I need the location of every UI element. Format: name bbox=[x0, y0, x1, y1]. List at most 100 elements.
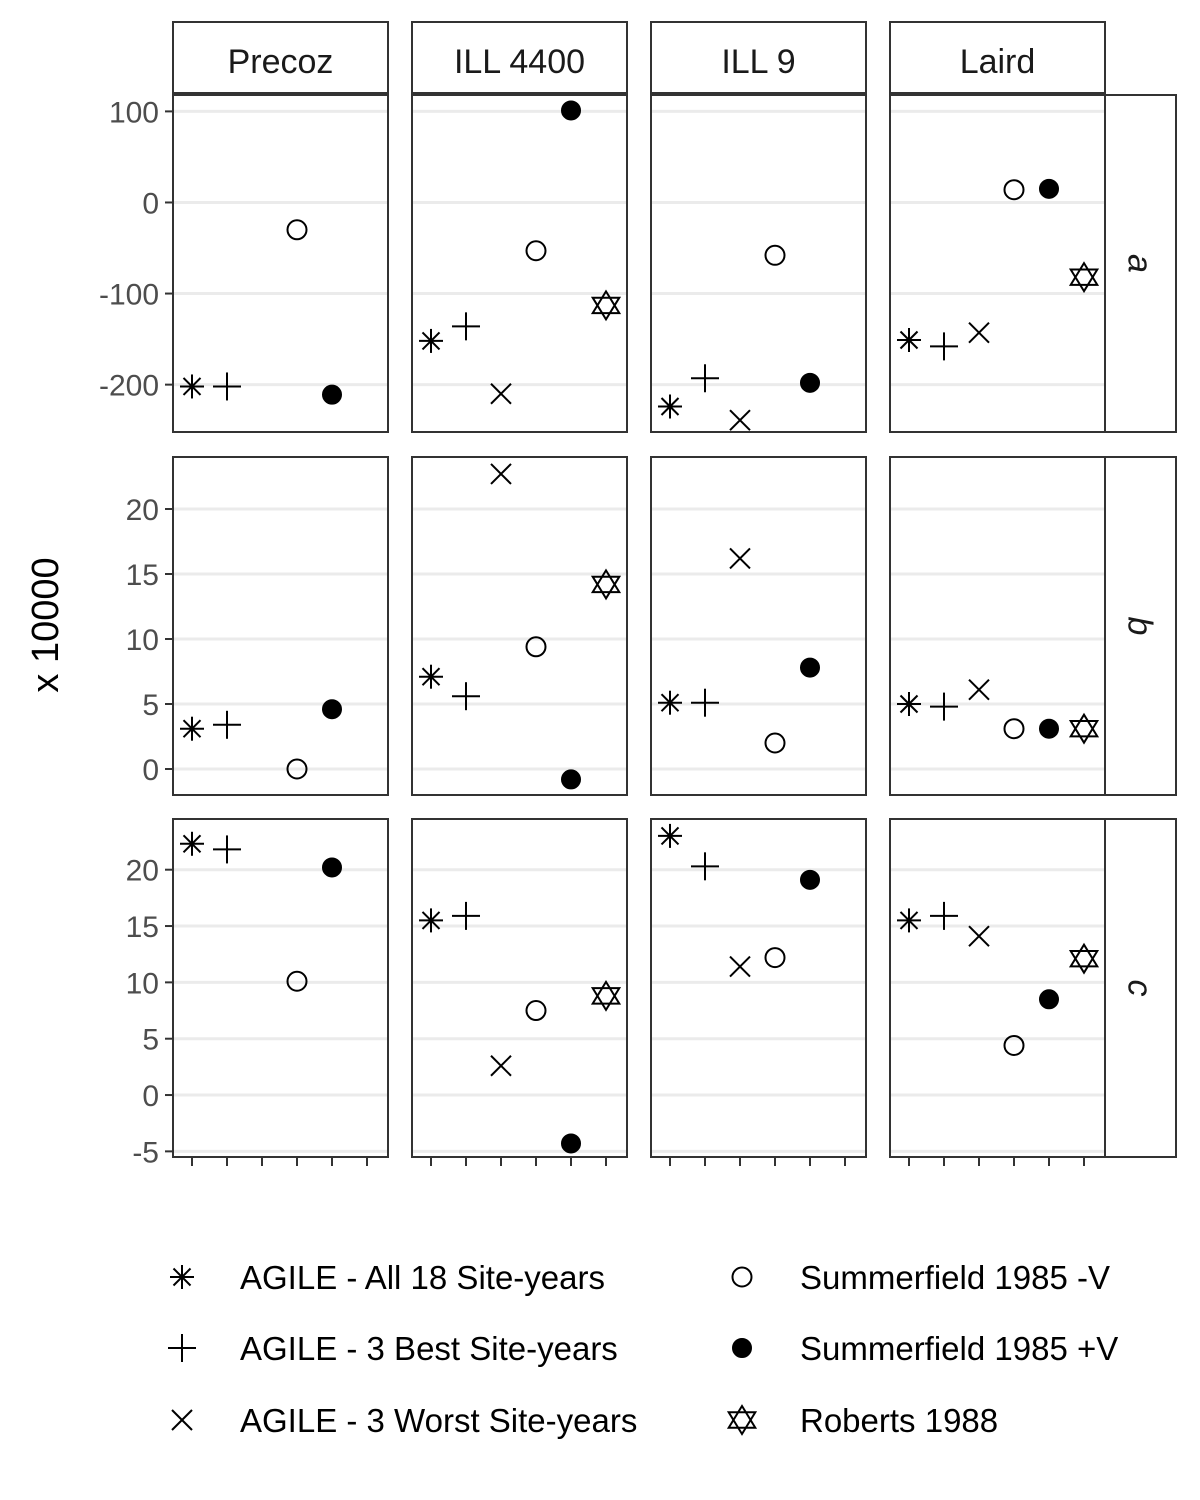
point-b-precoz-agile-3-best-site-years bbox=[213, 710, 241, 739]
panel-a-laird bbox=[889, 94, 1106, 433]
point-b-ill-9-summerfield-1985-v bbox=[800, 657, 820, 678]
strip-label-c: c bbox=[1121, 980, 1159, 997]
y-tick-label-b-0: 0 bbox=[142, 754, 159, 787]
strip-laird-box bbox=[889, 21, 1106, 94]
legend-item-summerfield-1985-v: Summerfield 1985 +V bbox=[732, 1330, 1118, 1367]
panel-a-ill-4400 bbox=[411, 94, 628, 433]
y-tick-label-b-20: 20 bbox=[126, 494, 159, 527]
point-c-laird-agile-3-best-site-years bbox=[930, 901, 958, 930]
point-a-ill-4400-agile-3-worst-site-years bbox=[490, 383, 512, 405]
panel-c-precoz bbox=[172, 818, 389, 1158]
point-a-ill-9-summerfield-1985-v bbox=[800, 372, 820, 393]
point-a-laird-summerfield-1985-v bbox=[1039, 178, 1059, 199]
y-tick-label-a-100: -100 bbox=[99, 279, 159, 312]
y-tick-label-a-200: -200 bbox=[99, 370, 159, 403]
legend-label-agile-3-worst-site-years: AGILE - 3 Worst Site-years bbox=[240, 1402, 637, 1439]
point-a-ill-4400-summerfield-1985-v bbox=[525, 240, 547, 262]
point-b-laird-agile-3-best-site-years bbox=[930, 692, 958, 721]
point-b-ill-9-summerfield-1985-v bbox=[764, 732, 786, 754]
point-b-laird-summerfield-1985-v bbox=[1003, 718, 1025, 740]
panel-border bbox=[650, 818, 867, 1158]
strip-label-precoz: Precoz bbox=[228, 43, 334, 81]
point-c-ill-9-summerfield-1985-v bbox=[764, 947, 786, 969]
point-b-laird-agile-3-worst-site-years bbox=[968, 678, 990, 701]
legend-key-agile-all-18-site-years bbox=[170, 1265, 194, 1289]
legend-item-summerfield-1985-v: Summerfield 1985 -V bbox=[731, 1259, 1110, 1296]
y-axis-title: x 10000 bbox=[25, 557, 67, 692]
panel-c-ill-9 bbox=[650, 818, 867, 1158]
strip-label-ill-4400: ILL 4400 bbox=[454, 43, 585, 81]
point-a-laird-agile-3-best-site-years bbox=[930, 332, 958, 361]
panel-c-laird bbox=[889, 818, 1106, 1158]
panel-border bbox=[172, 818, 389, 1158]
point-c-ill-4400-agile-3-best-site-years bbox=[452, 901, 480, 930]
point-c-precoz-agile-all-18-site-years bbox=[180, 831, 204, 856]
panel-b-ill-4400 bbox=[411, 456, 628, 796]
point-b-ill-4400-summerfield-1985-v bbox=[561, 769, 581, 790]
panel-border bbox=[650, 94, 867, 433]
point-b-ill-4400-agile-3-worst-site-years bbox=[490, 463, 512, 485]
panel-b-precoz bbox=[172, 456, 389, 796]
point-b-ill-4400-agile-3-best-site-years bbox=[452, 682, 480, 711]
legend-label-agile-all-18-site-years: AGILE - All 18 Site-years bbox=[240, 1259, 605, 1296]
point-a-precoz-summerfield-1985-v bbox=[286, 219, 308, 241]
point-b-precoz-summerfield-1985-v bbox=[322, 699, 342, 720]
strip-c-box bbox=[1104, 818, 1177, 1158]
panel-border bbox=[650, 456, 867, 796]
point-c-ill-9-agile-3-best-site-years bbox=[691, 852, 719, 881]
legend-label-summerfield-1985-v: Summerfield 1985 -V bbox=[800, 1259, 1110, 1296]
legend-label-agile-3-best-site-years: AGILE - 3 Best Site-years bbox=[240, 1330, 618, 1367]
point-a-ill-4400-roberts-1988 bbox=[590, 289, 622, 322]
panel-b-ill-9 bbox=[650, 456, 867, 796]
point-a-laird-roberts-1988 bbox=[1068, 261, 1100, 294]
legend-key-agile-3-best-site-years bbox=[168, 1334, 196, 1362]
legend-item-roberts-1988: Roberts 1988 bbox=[726, 1402, 998, 1439]
y-tick-label-c-15: 15 bbox=[126, 911, 159, 944]
point-a-precoz-agile-3-best-site-years bbox=[213, 372, 241, 401]
panel-b-laird bbox=[889, 456, 1106, 796]
point-a-precoz-agile-all-18-site-years bbox=[180, 374, 204, 399]
legend-key-agile-3-worst-site-years bbox=[171, 1409, 193, 1431]
y-tick-label-b-5: 5 bbox=[142, 689, 159, 722]
strip-precoz-box bbox=[172, 21, 389, 94]
y-tick-label-c-10: 10 bbox=[126, 967, 159, 1000]
y-tick-label-c-5: 5 bbox=[142, 1024, 159, 1057]
panel-a-precoz bbox=[172, 94, 389, 433]
legend-label-summerfield-1985-v: Summerfield 1985 +V bbox=[800, 1330, 1118, 1367]
point-b-ill-4400-agile-all-18-site-years bbox=[419, 664, 443, 689]
strip-b-box bbox=[1104, 456, 1177, 796]
point-c-laird-agile-3-worst-site-years bbox=[968, 925, 990, 947]
point-b-ill-4400-roberts-1988 bbox=[590, 568, 622, 601]
panel-border bbox=[411, 456, 628, 796]
point-c-precoz-summerfield-1985-v bbox=[286, 970, 308, 992]
point-b-ill-9-agile-3-worst-site-years bbox=[729, 547, 751, 570]
point-c-precoz-summerfield-1985-v bbox=[322, 857, 342, 878]
point-b-laird-summerfield-1985-v bbox=[1039, 718, 1059, 739]
point-a-ill-4400-summerfield-1985-v bbox=[561, 100, 581, 121]
y-tick-label-c-20: 20 bbox=[126, 855, 159, 888]
legend-item-agile-all-18-site-years: AGILE - All 18 Site-years bbox=[170, 1259, 605, 1296]
point-a-ill-9-summerfield-1985-v bbox=[764, 244, 786, 266]
y-tick-label-b-15: 15 bbox=[126, 559, 159, 592]
panels-layer: Precoz ILL 4400 ILL 9 Laird1000-100-200a201… bbox=[99, 21, 1177, 1169]
point-a-ill-4400-agile-all-18-site-years bbox=[419, 328, 443, 353]
legend-key-summerfield-1985-v bbox=[731, 1266, 753, 1288]
point-b-laird-roberts-1988 bbox=[1068, 712, 1100, 745]
point-a-ill-9-agile-all-18-site-years bbox=[658, 394, 682, 419]
panel-border bbox=[172, 94, 389, 433]
point-b-laird-agile-all-18-site-years bbox=[897, 692, 921, 716]
point-c-ill-4400-summerfield-1985-v bbox=[525, 1000, 547, 1022]
legend-key-summerfield-1985-v bbox=[732, 1338, 752, 1358]
point-c-ill-4400-roberts-1988 bbox=[590, 979, 622, 1012]
point-c-ill-4400-agile-3-worst-site-years bbox=[490, 1055, 512, 1077]
legend-key-roberts-1988 bbox=[726, 1404, 758, 1436]
point-b-ill-4400-summerfield-1985-v bbox=[525, 636, 547, 658]
point-c-laird-summerfield-1985-v bbox=[1003, 1034, 1025, 1056]
point-c-ill-9-agile-3-worst-site-years bbox=[729, 955, 751, 978]
point-b-precoz-agile-all-18-site-years bbox=[180, 716, 204, 741]
strip-label-laird: Laird bbox=[960, 43, 1036, 81]
panel-border bbox=[411, 818, 628, 1158]
strip-label-ill-9: ILL 9 bbox=[721, 43, 795, 81]
panel-border bbox=[172, 456, 389, 796]
strip-ill-4400-box bbox=[411, 21, 628, 94]
